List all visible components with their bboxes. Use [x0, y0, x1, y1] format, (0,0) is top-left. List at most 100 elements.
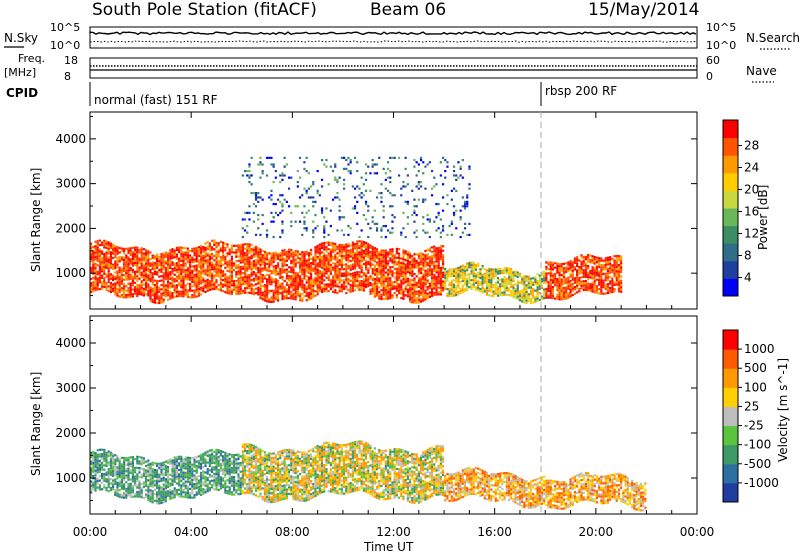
data-cell [317, 269, 319, 271]
data-cell [279, 212, 281, 214]
data-cell [506, 280, 508, 282]
data-cell [310, 251, 312, 253]
data-cell [295, 221, 297, 223]
data-cell [147, 292, 149, 294]
data-cell [180, 266, 182, 268]
data-cell [136, 260, 138, 262]
data-cell [350, 288, 352, 290]
data-cell [160, 471, 162, 473]
data-cell [435, 293, 437, 295]
data-cell [299, 262, 301, 264]
data-cell [248, 265, 250, 267]
data-cell [350, 284, 352, 286]
data-cell [108, 477, 110, 479]
data-cell [578, 277, 580, 279]
data-cell [600, 288, 602, 290]
data-cell [94, 456, 96, 458]
data-cell [543, 277, 545, 279]
data-cell [468, 277, 470, 279]
data-cell [385, 252, 387, 254]
data-cell [121, 250, 123, 252]
data-cell [198, 248, 200, 250]
data-cell [136, 269, 138, 271]
data-cell [196, 267, 198, 269]
data-cell [231, 262, 233, 264]
data-cell [160, 299, 162, 301]
data-cell [402, 249, 404, 251]
data-cell [602, 282, 604, 284]
data-cell [466, 278, 468, 280]
data-cell [299, 277, 301, 279]
data-cell [121, 272, 123, 274]
data-cell [334, 276, 336, 278]
data-cell [411, 295, 413, 297]
data-cell [138, 284, 140, 286]
data-cell [191, 285, 193, 287]
data-cell [365, 244, 367, 246]
data-cell [367, 256, 369, 258]
data-cell [391, 270, 393, 272]
data-cell [358, 267, 360, 269]
data-cell [558, 276, 560, 278]
data-cell [528, 280, 530, 282]
data-cell [325, 207, 327, 209]
data-cell [312, 205, 314, 207]
data-cell [495, 286, 497, 288]
data-cell [237, 273, 239, 275]
data-cell [541, 278, 543, 280]
data-cell [275, 280, 277, 282]
data-cell [277, 262, 279, 264]
data-cell [312, 296, 314, 298]
data-cell [361, 245, 363, 247]
data-cell [213, 286, 215, 288]
data-cell [160, 295, 162, 297]
data-cell [321, 256, 323, 258]
data-cell [534, 290, 536, 292]
data-cell [569, 284, 571, 286]
data-cell [530, 300, 532, 302]
data-cell [418, 181, 420, 183]
data-cell [440, 249, 442, 251]
data-cell [149, 258, 151, 260]
data-cell [431, 273, 433, 275]
data-cell [394, 259, 396, 261]
data-cell [119, 258, 121, 260]
data-cell [376, 281, 378, 283]
data-cell [240, 257, 242, 259]
data-cell [94, 250, 96, 252]
data-cell [523, 299, 525, 301]
data-cell [235, 273, 237, 275]
data-cell [297, 170, 299, 172]
data-cell [145, 476, 147, 478]
data-cell [497, 288, 499, 290]
data-cell [442, 272, 444, 274]
data-cell [200, 287, 202, 289]
data-cell [101, 453, 103, 455]
data-cell [114, 263, 116, 265]
data-cell [519, 273, 521, 275]
data-cell [530, 280, 532, 282]
data-cell [277, 288, 279, 290]
data-cell [257, 278, 259, 280]
data-cell [136, 253, 138, 255]
data-cell [427, 262, 429, 264]
noise-search-trace [90, 41, 696, 42]
data-cell [262, 172, 264, 174]
data-cell [405, 268, 407, 270]
data-cell [350, 170, 352, 172]
data-cell [103, 262, 105, 264]
data-cell [251, 244, 253, 246]
data-cell [380, 267, 382, 269]
data-cell [119, 291, 121, 293]
data-cell [563, 283, 565, 285]
data-cell [114, 463, 116, 465]
data-cell [376, 261, 378, 263]
data-cell [116, 475, 118, 477]
data-cell [470, 273, 472, 275]
data-cell [446, 275, 448, 277]
data-cell [464, 201, 466, 203]
data-cell [413, 253, 415, 255]
data-cell [189, 270, 191, 272]
data-cell [141, 483, 143, 485]
data-cell [350, 266, 352, 268]
